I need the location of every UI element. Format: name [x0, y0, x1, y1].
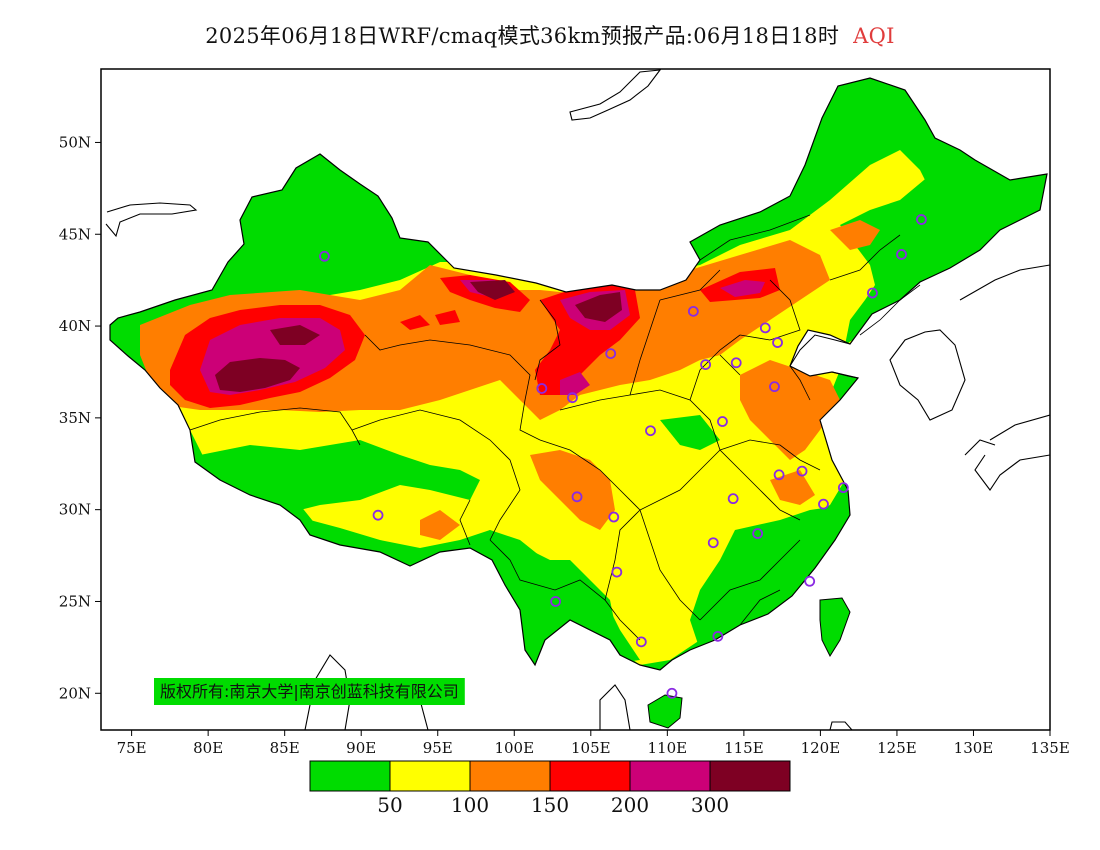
station-marker — [319, 250, 330, 262]
map-title: 2025年06月18日WRF/cmaq模式36km预报产品:06月18日18时 A… — [0, 20, 1100, 50]
y-tick-label: 30N — [59, 501, 91, 519]
aqi-fill — [110, 78, 1047, 670]
x-tick-label: 110E — [648, 739, 688, 757]
title-text: 2025年06月18日WRF/cmaq模式36km预报产品:06月18日18时 — [205, 24, 840, 48]
hainan-island — [647, 694, 683, 729]
y-tick-label: 40N — [59, 317, 91, 335]
x-tick-label: 75E — [117, 739, 147, 757]
x-tick-label: 100E — [494, 739, 534, 757]
x-tick-label: 90E — [346, 739, 376, 757]
color-legend: 50 100 150 200 300 — [309, 760, 791, 817]
station-marker — [687, 305, 699, 317]
station-marker — [896, 249, 907, 260]
station-marker — [717, 416, 728, 427]
legend-label: 300 — [691, 793, 729, 817]
x-tick-label: 105E — [571, 739, 611, 757]
station-marker — [536, 383, 548, 394]
x-tick-label: 80E — [193, 739, 223, 757]
copyright-box: 版权所有:南京大学|南京创蓝科技有限公司 — [154, 678, 465, 705]
station-marker — [700, 359, 712, 371]
x-axis: 75E 80E 85E 90E 95E 100E 105E 110E 115E 120E 125E 1… — [117, 730, 1070, 757]
station-marker — [608, 511, 620, 523]
legend-swatch — [709, 760, 791, 792]
y-axis: 20N 25N 30N 35N 40N 45N 50N — [59, 133, 101, 702]
station-marker — [567, 392, 578, 404]
station-marker — [796, 465, 808, 477]
station-marker — [550, 596, 562, 607]
copyright-text: 版权所有:南京大学|南京创蓝科技有限公司 — [160, 682, 459, 701]
station-marker — [818, 498, 829, 510]
legend-swatch — [629, 760, 711, 792]
station-marker — [645, 425, 656, 437]
plot-frame — [100, 68, 1051, 731]
legend-swatch — [389, 760, 471, 792]
station-marker — [727, 493, 739, 505]
station-marker — [772, 337, 783, 348]
legend-swatch — [309, 760, 391, 792]
station-marker — [837, 482, 849, 494]
y-tick-label: 20N — [59, 684, 91, 702]
station-marker — [916, 214, 927, 225]
station-marker — [605, 348, 617, 359]
x-tick-label: 120E — [801, 739, 841, 757]
station-marker — [773, 469, 785, 481]
station-marker — [712, 630, 724, 642]
title-variable: AQI — [853, 24, 895, 48]
station-marker — [611, 566, 623, 578]
legend-label: 150 — [531, 793, 569, 817]
province-borders — [189, 214, 921, 641]
station-marker — [752, 528, 764, 539]
y-tick-label: 45N — [59, 225, 91, 243]
y-tick-label: 35N — [59, 409, 91, 427]
station-marker — [867, 287, 878, 299]
x-tick-label: 115E — [724, 739, 764, 757]
legend-swatch — [469, 760, 551, 792]
station-marker — [372, 509, 384, 521]
monitoring-stations — [319, 214, 927, 699]
station-marker — [804, 575, 816, 587]
x-tick-label: 85E — [270, 739, 300, 757]
x-tick-label: 95E — [423, 739, 453, 757]
station-marker — [769, 381, 780, 393]
station-marker — [571, 491, 583, 503]
y-tick-label: 25N — [59, 592, 91, 610]
station-marker — [635, 636, 647, 648]
legend-label: 200 — [611, 793, 649, 817]
station-marker — [707, 537, 719, 549]
x-tick-label: 125E — [877, 739, 917, 757]
legend-swatch — [549, 760, 631, 792]
legend-label: 50 — [377, 793, 402, 817]
x-tick-label: 130E — [954, 739, 994, 757]
legend-label: 100 — [451, 793, 489, 817]
x-tick-label: 135E — [1030, 739, 1070, 757]
y-tick-label: 50N — [59, 133, 91, 151]
station-marker — [730, 357, 742, 369]
station-marker — [666, 687, 678, 699]
taiwan-island — [819, 597, 851, 658]
station-marker — [759, 322, 771, 334]
